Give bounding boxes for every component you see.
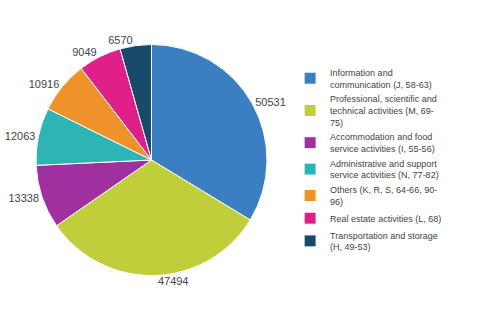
svg-text:Real estate activities (L, 68): Real estate activities (L, 68) (330, 214, 441, 224)
svg-text:47494: 47494 (158, 275, 189, 287)
svg-text:Accommodation and foodservice: Accommodation and foodservice activities… (330, 132, 435, 154)
svg-text:10916: 10916 (29, 78, 60, 90)
svg-text:12063: 12063 (5, 130, 36, 142)
svg-text:50531: 50531 (255, 96, 286, 108)
svg-text:9049: 9049 (72, 46, 96, 58)
svg-text:Administrative and supportserv: Administrative and supportservice activi… (330, 159, 439, 181)
svg-text:Information andcommunication (: Information andcommunication (J, 58-63) (330, 68, 432, 90)
svg-text:Others (K, R, S, 64-66, 90-96): Others (K, R, S, 64-66, 90-96) (330, 185, 437, 207)
svg-text:Professional, scientific andte: Professional, scientific andtechnical ac… (330, 94, 437, 127)
svg-text:Transportation and storage(H,: Transportation and storage(H, 49-53) (330, 231, 438, 253)
svg-text:13338: 13338 (8, 192, 39, 204)
svg-text:6570: 6570 (108, 34, 132, 46)
